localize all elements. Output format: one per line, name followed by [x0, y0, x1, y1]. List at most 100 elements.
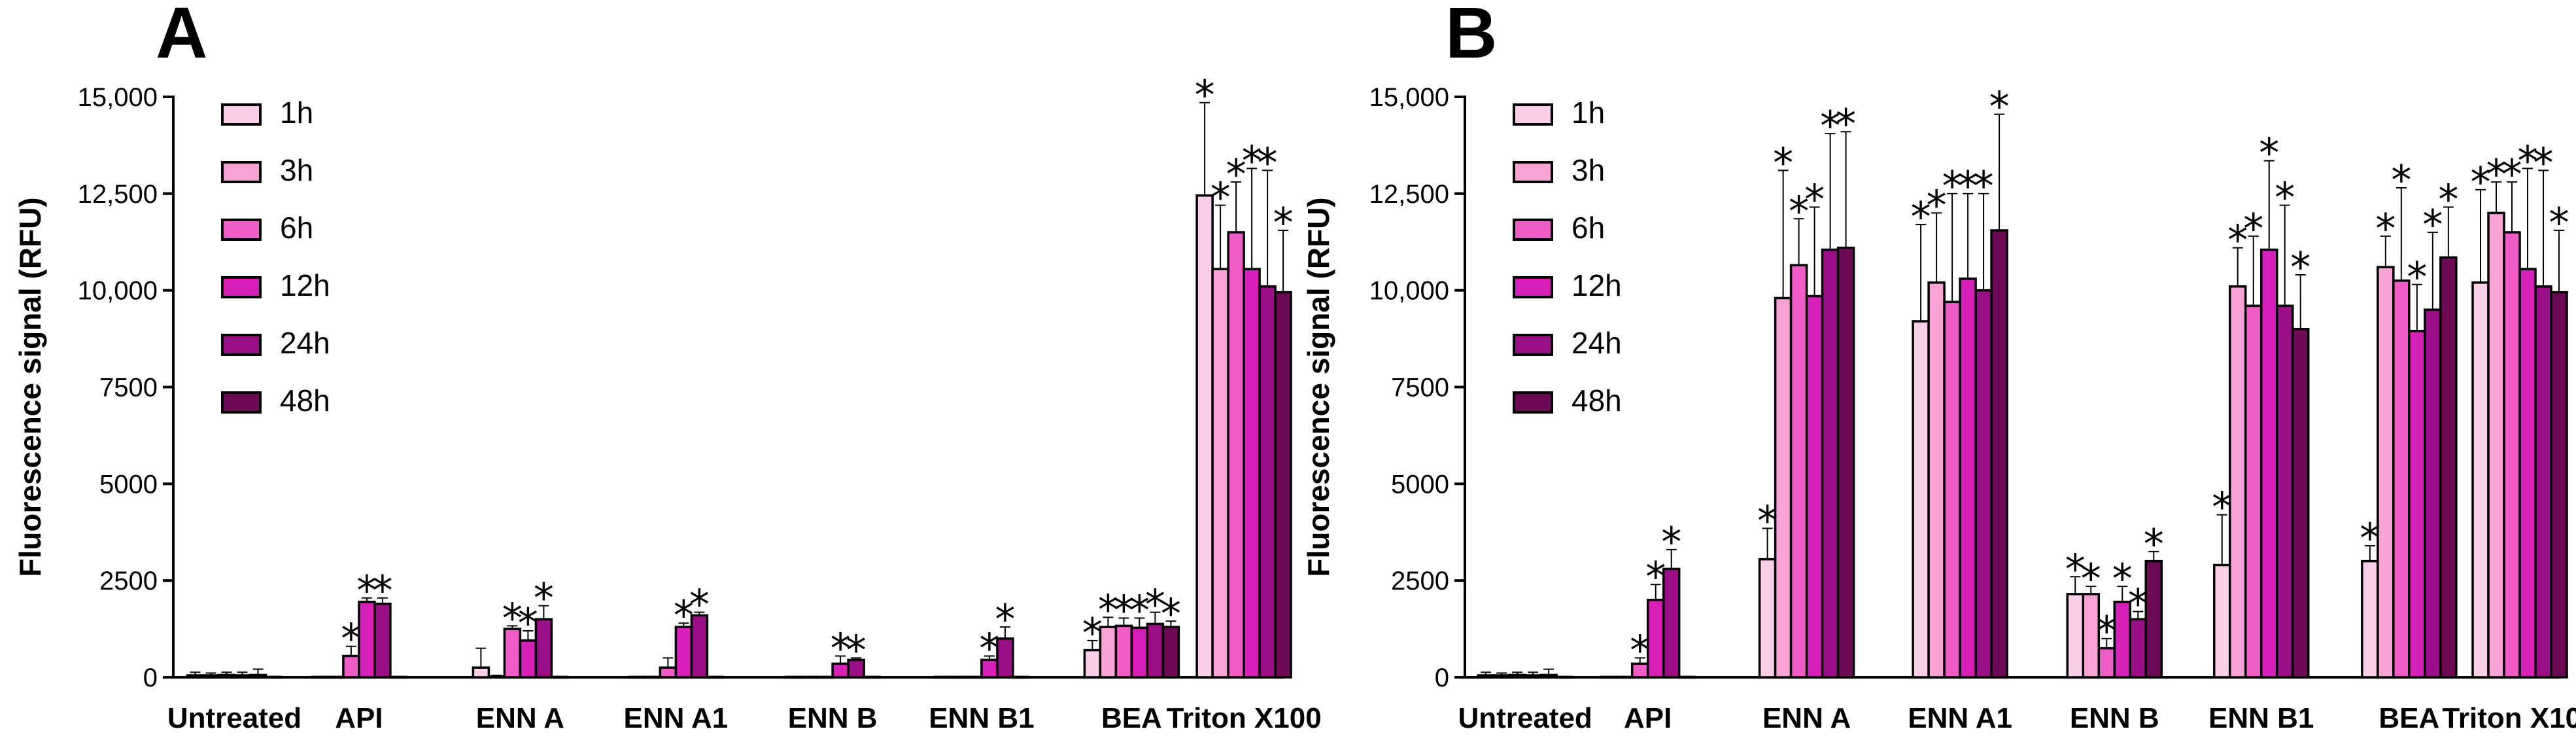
bar-triton-x100-48h [2550, 291, 2568, 679]
legend-swatch [221, 161, 262, 183]
bar-bea-12h [2408, 330, 2426, 679]
y-tick-label: 15,000 [1369, 83, 1449, 112]
legend-label: 1h [1571, 96, 1605, 130]
bar-enn-b1-12h [980, 658, 999, 679]
bar-triton-x100-3h [1211, 268, 1229, 679]
panel-letter: A [156, 0, 207, 73]
significance-star: * [1911, 193, 1931, 241]
bar-enn-a1-6h [659, 666, 678, 679]
significance-star: * [1989, 83, 2010, 131]
legend-swatch [1513, 103, 1553, 126]
bar-bea-48h [1161, 626, 1180, 679]
significance-star: * [534, 575, 554, 622]
significance-star: * [2422, 201, 2443, 249]
bar-enn-a1-3h [1927, 281, 1946, 679]
legend-label: 48h [1571, 383, 1622, 417]
y-tick-label: 5000 [1391, 470, 1449, 499]
y-tick-label: 12,500 [1369, 180, 1449, 209]
bar-triton-x100-6h [2503, 231, 2521, 679]
legend-label: 3h [1571, 153, 1605, 187]
y-axis-title: Fluorescence signal (RFU) [13, 197, 47, 577]
significance-star: * [502, 594, 523, 642]
significance-star: * [1145, 581, 1165, 629]
legend-label: 24h [280, 326, 330, 360]
significance-star: * [1195, 71, 1215, 119]
bar-enn-b1-12h [2259, 248, 2278, 679]
y-tick-label: 2500 [99, 567, 158, 595]
significance-star: * [2549, 199, 2569, 247]
significance-star: * [2486, 151, 2507, 198]
bar-enn-a1-24h [1974, 289, 1993, 679]
x-category-label: ENN B [788, 702, 878, 734]
significance-star: * [1226, 151, 1246, 198]
significance-star: * [2533, 139, 2554, 186]
legend-swatch [1513, 334, 1553, 356]
significance-star: * [1114, 587, 1134, 635]
bar-enn-a1-6h [1943, 300, 1961, 679]
bar-enn-a-12h [1805, 294, 1824, 679]
bar-bea-3h [1099, 626, 1118, 679]
significance-star: * [2112, 555, 2133, 603]
significance-star: * [1242, 137, 1262, 185]
significance-star: * [1820, 102, 1840, 150]
legend-swatch [221, 276, 262, 298]
x-category-label: Untreated [1458, 702, 1592, 734]
bar-enn-b1-1h [2212, 563, 2231, 679]
y-tick-label: 10,000 [1369, 277, 1449, 306]
bar-bea-3h [2377, 266, 2395, 679]
bar-triton-x100-6h [1227, 231, 1245, 679]
y-axis-title: Fluorescence signal (RFU) [1301, 197, 1335, 577]
x-category-label: ENN A [476, 702, 564, 734]
bar-enn-a-24h [534, 618, 553, 679]
bar-untreated-3h [201, 674, 220, 679]
bar-enn-a1-24h [690, 614, 709, 679]
significance-star: * [1974, 162, 1994, 210]
bar-untreated-6h [1508, 673, 1526, 679]
bar-enn-a-48h [1836, 246, 1855, 679]
significance-star: * [2144, 520, 2164, 568]
panel-letter: B [1445, 0, 1497, 73]
legend-label: 6h [280, 211, 313, 245]
significance-star: * [372, 567, 392, 614]
significance-star: * [1258, 139, 1278, 186]
bar-triton-x100-48h [1274, 291, 1292, 679]
significance-star: * [1927, 181, 1947, 229]
significance-star: * [2375, 205, 2396, 253]
bar-enn-a1-1h [1912, 320, 1930, 679]
legend-swatch [221, 103, 262, 126]
bar-untreated-12h [233, 674, 252, 679]
significance-star: * [1161, 590, 1181, 637]
bar-enn-a1-48h [1990, 229, 2008, 679]
legend-swatch [221, 391, 262, 414]
x-category-label: API [1624, 702, 1672, 734]
bar-untreated-6h [217, 673, 236, 679]
y-tick-label: 2500 [1391, 567, 1449, 595]
x-category-label: ENN B1 [2208, 702, 2314, 734]
x-category-label: API [335, 702, 383, 734]
significance-star: * [2259, 130, 2279, 177]
legend-label: 12h [1571, 268, 1622, 302]
bar-enn-b1-6h [2244, 304, 2263, 679]
x-category-label: ENN A1 [624, 702, 729, 734]
bar-triton-x100-24h [2534, 285, 2552, 679]
bar-api-12h [1646, 598, 1665, 679]
significance-star: * [1804, 176, 1825, 224]
significance-star: * [2290, 243, 2310, 291]
bar-bea-48h [2439, 256, 2458, 679]
legend-swatch [1513, 276, 1553, 298]
bar-enn-b-24h [2129, 618, 2148, 679]
bar-enn-b1-24h [996, 637, 1014, 679]
significance-star: * [2243, 205, 2263, 253]
significance-star: * [689, 581, 710, 629]
significance-star: * [1942, 162, 1963, 210]
bar-triton-x100-3h [2487, 211, 2505, 679]
bar-bea-6h [2392, 279, 2411, 679]
legend-swatch [1513, 391, 1553, 414]
bar-api-24h [1662, 567, 1681, 679]
legend-swatch [221, 334, 262, 356]
x-category-label: Untreated [167, 702, 301, 734]
bar-enn-a-24h [1821, 248, 1840, 679]
bar-bea-24h [2424, 308, 2442, 679]
significance-star: * [995, 595, 1015, 643]
legend-swatch [1513, 161, 1553, 183]
